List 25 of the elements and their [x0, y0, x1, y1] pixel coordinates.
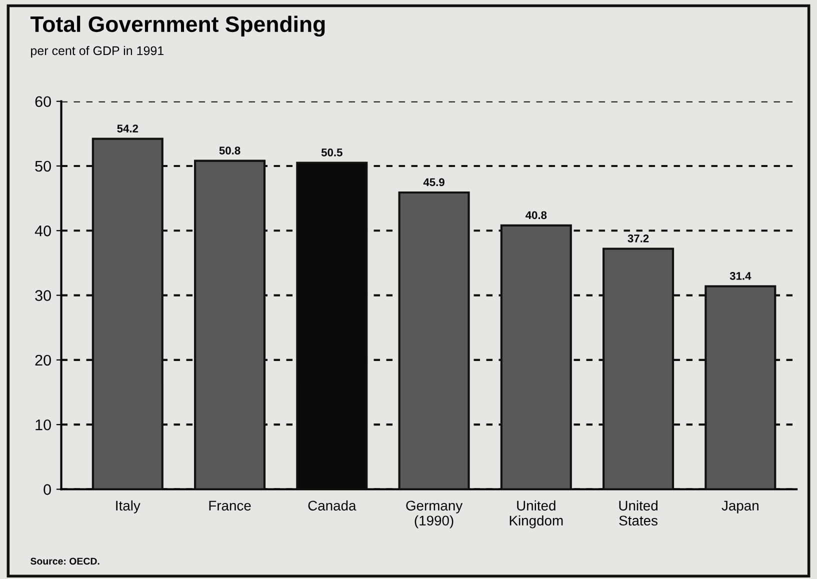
chart-title: Total Government Spending: [30, 16, 325, 37]
data-label: 50.8: [219, 146, 240, 154]
x-tick-label: Canada: [308, 500, 356, 511]
data-label: 45.9: [423, 178, 444, 186]
x-tick-label: Italy: [116, 500, 140, 514]
data-label: 40.8: [526, 211, 547, 220]
x-tick-label: United States: [619, 500, 658, 526]
y-tick-label: 50: [35, 160, 51, 172]
y-tick-label: 10: [36, 419, 51, 430]
x-tick-label: France: [209, 500, 251, 511]
y-tick-label: 40: [34, 226, 51, 236]
data-label: 31.4: [730, 272, 752, 280]
y-tick-label: 0: [44, 484, 51, 495]
data-label: 50.5: [321, 148, 342, 156]
data-label: 37.2: [628, 234, 649, 242]
bar: [398, 191, 470, 490]
y-tick-label: 60: [35, 96, 51, 108]
x-tick-label: Germany (1990): [406, 500, 463, 528]
y-tick-label: 30: [35, 290, 51, 301]
data-label: 54.2: [117, 124, 138, 132]
x-tick-label: United Kingdom: [510, 500, 563, 528]
source-note: Source: OECD.: [30, 558, 100, 565]
x-tick-label: Japan: [722, 500, 758, 514]
chart-subtitle: per cent of GDP in 1991: [31, 46, 164, 58]
y-tick-label: 20: [35, 354, 51, 366]
